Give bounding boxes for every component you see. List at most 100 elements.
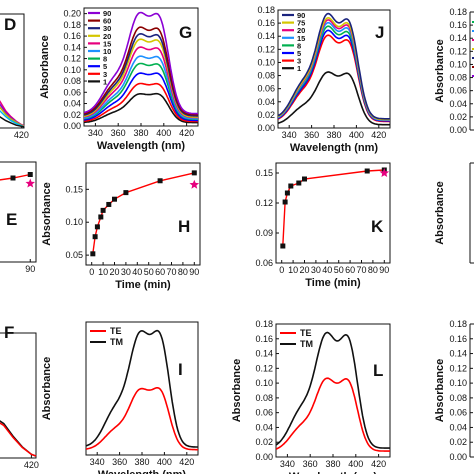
series-line-1: [278, 71, 390, 126]
series-line-90: [278, 12, 390, 120]
data-point: [191, 170, 197, 176]
series-line-TE: [276, 377, 390, 452]
panel-H: 0 10 20 30 40 50 60 70 80 90 0.05 0.10 0.15 Time (min…: [41, 162, 201, 291]
panel-letter: D: [4, 15, 16, 34]
data-point: [123, 190, 129, 196]
legend-label: 3: [103, 70, 107, 79]
panel-right-top: 0.00 0.02 0.04 0.06 0.08 0.10 0.12 0.14 0.16 0.18…: [434, 7, 474, 135]
y-tick-label: 0.04: [449, 422, 467, 432]
y-tick-label: 0.16: [257, 18, 275, 28]
y-tick-label: 0.18: [449, 319, 467, 329]
star-marker: [189, 179, 200, 189]
plot-frame: [0, 13, 25, 129]
y-tick-label: 0.12: [257, 44, 275, 54]
y-tick-label: 0.06: [257, 84, 275, 94]
data-point: [364, 168, 370, 174]
data-point: [92, 234, 98, 240]
y-tick-label: 0.04: [255, 422, 273, 432]
x-tick-label: 40: [132, 267, 142, 277]
x-axis-label: Wavelength (nm): [290, 142, 379, 154]
series-line-TM: [276, 331, 390, 449]
data-point: [100, 207, 106, 213]
series-line-60: [84, 26, 198, 116]
data-point: [98, 214, 104, 220]
series-line-30: [84, 32, 198, 117]
data-point: [282, 199, 288, 205]
legend-label: 90: [103, 9, 111, 18]
data-point: [27, 172, 33, 177]
y-tick-label: 0.10: [63, 65, 81, 75]
x-tick-label: 50: [334, 265, 344, 275]
data-point: [157, 178, 163, 184]
y-tick-label: 0.04: [449, 99, 467, 109]
x-tick-label: 20: [299, 265, 309, 275]
y-tick-label: 0.00: [449, 452, 467, 462]
series-line-partial: [0, 109, 25, 128]
x-axis-label: Time (min): [115, 279, 171, 291]
panel-K: 0 10 20 30 40 50 60 70 80 90 0.06 0.09 0.12 0.15 Time …: [255, 162, 391, 289]
legend-label: 20: [103, 32, 111, 41]
y-tick-label: 0.04: [257, 97, 275, 107]
legend-label: 30: [103, 24, 111, 33]
x-tick-label: 0: [279, 265, 284, 275]
series-group: [86, 329, 198, 451]
y-tick-label: 0.00: [255, 452, 273, 462]
x-tick-label: 340: [282, 130, 297, 140]
y-tick-label: 0.04: [63, 99, 81, 109]
star-marker: [379, 168, 390, 177]
data-point: [288, 183, 294, 189]
data-point: [90, 251, 96, 257]
y-tick-label: 0.12: [255, 198, 273, 208]
legend-label: 15: [297, 34, 305, 43]
panel-D: 420 D: [0, 13, 29, 140]
x-tick-label: 10: [98, 267, 108, 277]
panel-F: 420 F: [0, 323, 39, 470]
x-tick-label: 420: [179, 128, 194, 138]
legend-label: 75: [297, 19, 305, 28]
y-tick-label: 0.10: [449, 378, 467, 388]
legend-label: 60: [103, 17, 111, 26]
series-line-TE: [0, 422, 37, 457]
x-tick-label: 90: [379, 265, 389, 275]
y-tick-label: 0.02: [449, 112, 467, 122]
x-tick-label: 420: [371, 130, 386, 140]
legend-label: TE: [110, 326, 122, 336]
x-tick-label: 340: [88, 128, 103, 138]
y-tick-label: 0.00: [257, 123, 275, 133]
y-tick-label: 0.00: [449, 125, 467, 135]
x-tick-label: 80: [368, 265, 378, 275]
y-tick-label: 0.18: [255, 319, 273, 329]
series-line-3: [278, 34, 390, 123]
y-tick-label: 0.14: [449, 33, 467, 43]
x-tick-label: 420: [14, 130, 29, 140]
x-tick-label: 400: [156, 128, 171, 138]
x-tick-label: 60: [345, 265, 355, 275]
y-tick-label: 0.16: [255, 334, 273, 344]
x-tick-label: 420: [179, 457, 194, 467]
x-tick-label: 400: [349, 130, 364, 140]
y-axis-label: Absorbance: [434, 359, 446, 423]
series-line-partial: [0, 115, 25, 128]
legend-label: 10: [103, 47, 111, 56]
data-point: [112, 196, 117, 202]
plot-frame: [0, 332, 37, 459]
y-tick-label: 0.18: [257, 5, 275, 15]
y-tick-label: 0.09: [255, 228, 273, 238]
y-axis-label: Absorbance: [39, 35, 51, 99]
panel-right-mid: Absorbance: [434, 162, 474, 264]
x-tick-label: 90: [25, 264, 35, 274]
panel-E: 90 E: [0, 161, 37, 274]
y-tick-label: 0.08: [449, 73, 467, 83]
x-tick-label: 50: [144, 267, 154, 277]
data-point: [284, 190, 290, 196]
x-axis-label: Time (min): [305, 277, 361, 289]
kinetics-line: [92, 172, 195, 254]
panel-letter: H: [178, 217, 190, 236]
y-tick-label: 0.14: [257, 31, 275, 41]
x-tick-label: 90: [189, 267, 199, 277]
plot-frame: [85, 162, 201, 266]
x-tick-label: 20: [109, 267, 119, 277]
x-axis-label: Wavelength (nm): [97, 140, 186, 152]
y-tick-label: 0.00: [63, 121, 81, 131]
y-tick-label: 0.06: [255, 258, 273, 268]
